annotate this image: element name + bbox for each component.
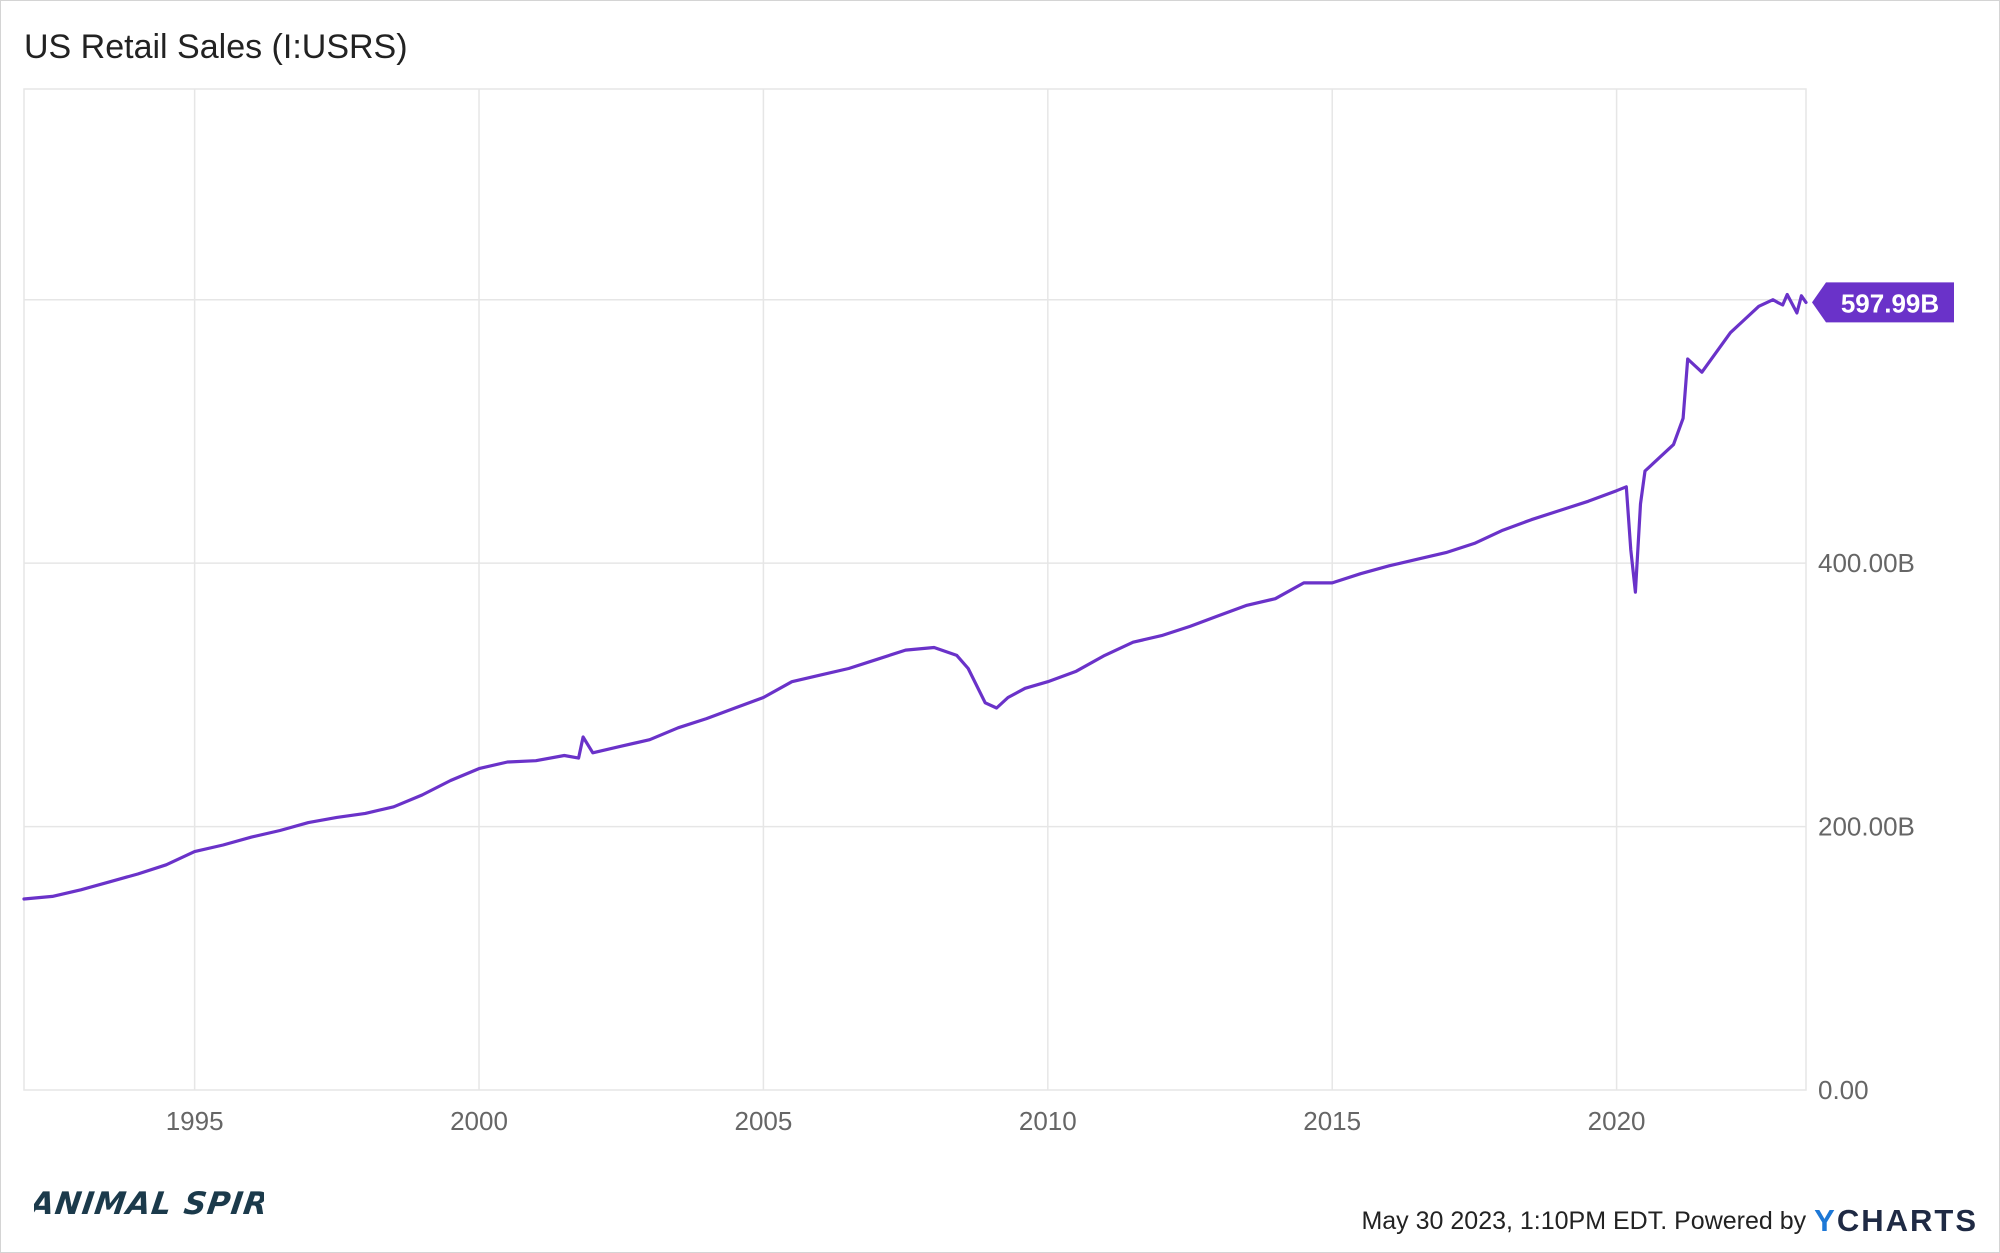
last-value-tag: 597.99B [1812,282,1954,323]
y-tick-label: 400.00B [1818,548,1915,578]
x-tick-label: 1995 [166,1106,224,1136]
x-tick-label: 2015 [1303,1106,1361,1136]
last-value-flag [1812,282,1954,323]
chart-title: US Retail Sales (I:USRS) [24,28,408,66]
x-tick-label: 2005 [734,1106,792,1136]
y-tick-label: 200.00B [1818,812,1915,842]
x-tick-label: 2020 [1588,1106,1646,1136]
last-value-label: 597.99B [1841,288,1939,318]
x-tick-label: 2010 [1019,1106,1077,1136]
ycharts-logo[interactable]: YCHARTS [1814,1203,1978,1238]
x-axis: 1995 2000 2005 2010 2015 2020 [166,1106,1646,1136]
timestamp-text: May 30 2023, 1:10PM EDT. Powered by [1361,1206,1807,1235]
y-tick-label: 0.00 [1818,1075,1869,1105]
series-line-retail-sales [22,292,1808,901]
svg-text:ANIMAL SPIRITS: ANIMAL SPIRITS [34,1186,264,1222]
plot-border [23,88,1807,1091]
grid-lines [23,88,1807,1091]
animal-spirits-logo: ANIMAL SPIRITS [25,1178,329,1233]
animal-spirits-logo-mark: ANIMAL SPIRITS [25,1186,329,1222]
x-tick-label: 2000 [450,1106,508,1136]
footer-attribution: May 30 2023, 1:10PM EDT. Powered by YCHA… [1361,1203,1978,1239]
